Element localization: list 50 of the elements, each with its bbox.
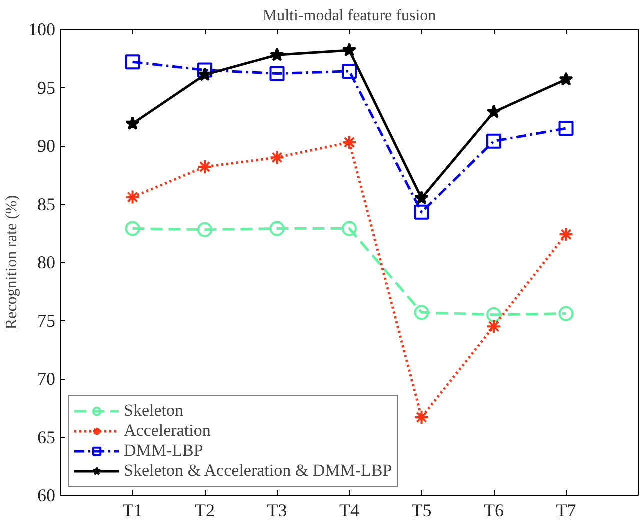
point [270, 221, 285, 236]
point [414, 190, 429, 205]
point [198, 159, 212, 174]
x-tick-label: T7 [556, 500, 576, 520]
point [486, 307, 502, 322]
point [126, 116, 140, 130]
point [125, 221, 140, 236]
x-tick-label: T1 [122, 500, 143, 520]
point [486, 319, 502, 334]
point [198, 62, 212, 78]
y-tick-label: 75 [38, 310, 56, 331]
point [270, 66, 285, 82]
point [198, 222, 212, 238]
legend-label: Skeleton [124, 401, 184, 421]
point [558, 227, 574, 242]
y-tick-label: 85 [38, 194, 56, 214]
y-tick-label: 100 [28, 20, 56, 40]
point [270, 150, 285, 166]
x-tick-label: T5 [412, 500, 432, 520]
point [486, 134, 502, 149]
point [414, 305, 430, 320]
y-tick-label: 60 [38, 486, 56, 506]
chart-title: Multi-modal feature fusion [262, 8, 436, 24]
y-tick-label: 95 [38, 78, 56, 98]
point [342, 135, 357, 150]
point [414, 410, 430, 425]
point [198, 67, 212, 82]
x-tick-label: T3 [267, 500, 288, 520]
point [125, 54, 140, 70]
x-tick-label: T2 [195, 500, 215, 520]
point [486, 104, 502, 118]
y-tick-label: 80 [38, 252, 56, 272]
y-tick-label: 65 [38, 427, 56, 448]
point [558, 306, 574, 322]
x-tick-label: T6 [484, 500, 504, 520]
legend-label: Acceleration [124, 421, 211, 441]
point [125, 190, 140, 205]
point [414, 204, 430, 220]
legend-label: DMM-LBP [124, 441, 204, 461]
point [559, 72, 574, 86]
point [558, 121, 574, 136]
legend-label: Skeleton & Acceleration & DMM-LBP [124, 461, 392, 481]
point [342, 64, 357, 79]
point [342, 221, 357, 236]
point [270, 48, 284, 62]
y-tick-label: 70 [38, 369, 56, 389]
y-tick-label: 90 [38, 136, 56, 156]
y-axis-title: Recognition rate (%) [4, 195, 20, 330]
x-tick-label: T4 [340, 500, 360, 520]
point [342, 42, 357, 57]
